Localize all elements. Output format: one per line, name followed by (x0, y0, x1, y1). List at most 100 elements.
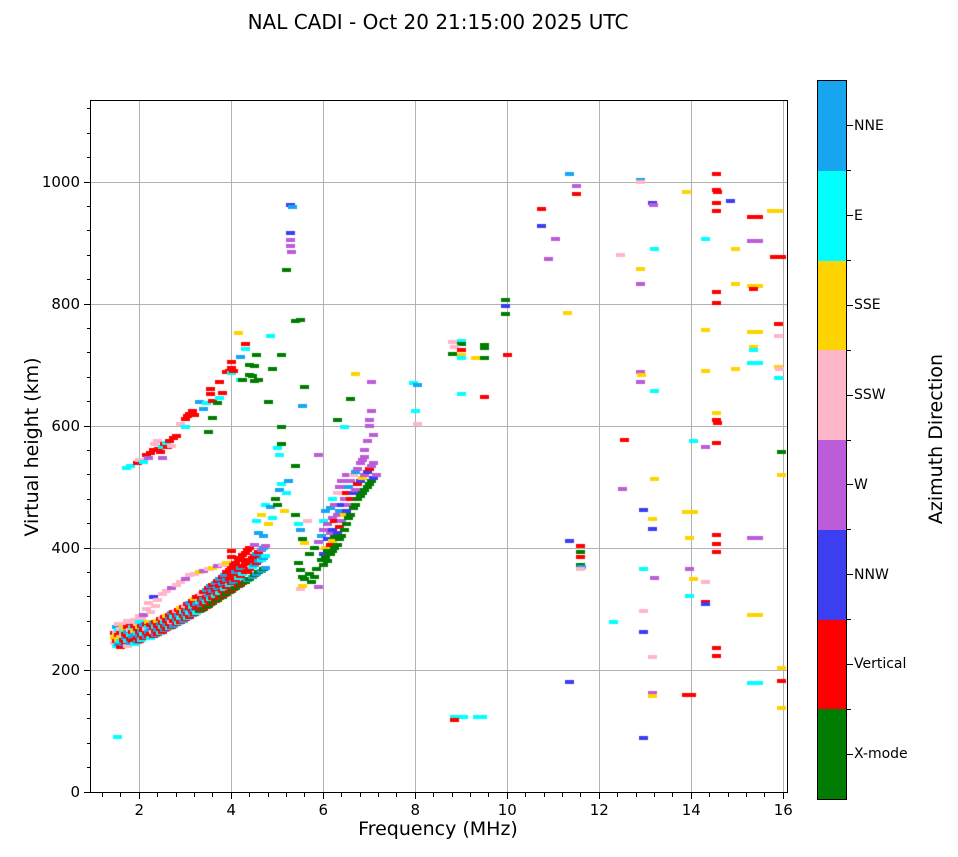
x-tick-label: 14 (681, 801, 701, 819)
colorbar-segment-sse (818, 260, 846, 351)
x-major-tick (782, 793, 784, 799)
x-minor-tick (525, 793, 527, 797)
x-minor-tick (635, 793, 637, 797)
colorbar-boundary-tick (847, 439, 851, 441)
x-major-tick (230, 793, 232, 799)
colorbar-boundary-tick (847, 349, 851, 351)
colorbar-segment-w (818, 440, 846, 530)
y-tick-label: 0 (70, 783, 80, 801)
colorbar-center-tick (847, 304, 853, 306)
y-minor-tick (86, 206, 90, 207)
x-minor-tick (488, 793, 490, 797)
x-minor-tick (304, 793, 306, 797)
x-minor-tick (378, 793, 379, 797)
x-minor-tick (562, 793, 563, 797)
x-minor-tick (451, 793, 453, 797)
y-minor-tick (86, 498, 90, 500)
colorbar-center-tick (847, 574, 853, 576)
y-major-tick (84, 303, 90, 305)
y-minor-tick (86, 449, 90, 451)
colorbar-boundary-tick (847, 260, 851, 261)
y-tick-label: 600 (51, 417, 80, 436)
y-minor-tick (86, 376, 90, 378)
colorbar-segment-nne (818, 81, 846, 171)
colorbar-boundary-tick (847, 529, 851, 531)
x-major-tick (414, 793, 416, 799)
x-minor-tick (654, 793, 656, 797)
y-minor-tick (86, 571, 90, 573)
x-tick-label: 2 (134, 801, 145, 819)
colorbar-segment-ssw (818, 350, 846, 440)
scatter-points-canvas (91, 101, 787, 792)
y-minor-tick (86, 279, 90, 281)
x-tick-label: 6 (318, 801, 329, 819)
y-minor-tick (86, 645, 90, 647)
y-tick-label: 800 (51, 295, 80, 314)
y-minor-tick (86, 157, 90, 159)
y-major-tick (84, 791, 90, 793)
x-minor-tick (286, 793, 287, 797)
colorbar-segment-nnw (818, 529, 846, 620)
x-tick-label: 12 (589, 801, 609, 819)
colorbar (817, 80, 847, 800)
y-minor-tick (86, 718, 90, 720)
x-minor-tick (102, 793, 103, 797)
x-major-tick (598, 793, 600, 799)
colorbar-tick-label: SSW (854, 387, 886, 404)
y-major-tick (84, 425, 90, 427)
x-minor-tick (249, 793, 251, 797)
x-minor-tick (617, 793, 619, 797)
y-minor-tick (86, 474, 90, 476)
colorbar-tick-label: E (854, 207, 863, 224)
colorbar-tick-label: Vertical (854, 656, 907, 673)
y-minor-tick (86, 596, 90, 598)
colorbar-center-tick (847, 663, 853, 665)
y-minor-tick (86, 108, 90, 110)
colorbar-tick-label: X-mode (854, 746, 908, 763)
y-minor-tick (86, 742, 90, 744)
x-minor-tick (359, 793, 361, 797)
chart-title: NAL CADI - Oct 20 21:15:00 2025 UTC (247, 10, 629, 34)
x-minor-tick (175, 793, 177, 797)
x-major-tick (138, 793, 140, 799)
colorbar-tick-label: NNW (854, 566, 889, 583)
y-major-tick (84, 669, 90, 671)
y-minor-tick (86, 327, 90, 329)
x-tick-label: 16 (773, 801, 793, 819)
colorbar-boundary-tick (847, 170, 851, 172)
x-minor-tick (194, 793, 195, 797)
x-major-tick (322, 793, 324, 799)
colorbar-center-tick (847, 484, 853, 486)
x-minor-tick (267, 793, 269, 797)
x-tick-label: 10 (497, 801, 517, 819)
y-minor-tick (86, 693, 90, 695)
x-minor-tick (746, 793, 748, 797)
y-major-tick (84, 547, 90, 549)
colorbar-segment-e (818, 170, 846, 261)
colorbar-tick-label: NNE (854, 117, 884, 134)
colorbar-tick-label: SSE (854, 297, 881, 314)
y-minor-tick (86, 401, 90, 403)
x-minor-tick (433, 793, 435, 797)
colorbar-center-tick (847, 753, 853, 755)
y-minor-tick (86, 352, 90, 354)
y-tick-label: 400 (51, 539, 80, 558)
x-minor-tick (470, 793, 471, 797)
x-minor-tick (157, 793, 159, 797)
x-minor-tick (580, 793, 582, 797)
y-tick-label: 1000 (41, 173, 80, 192)
x-minor-tick (543, 793, 545, 797)
x-major-tick (506, 793, 508, 799)
y-minor-tick (86, 254, 90, 256)
y-minor-tick (86, 523, 90, 525)
colorbar-center-tick (847, 215, 853, 217)
x-minor-tick (709, 793, 711, 797)
colorbar-segment-vertical (818, 619, 846, 710)
colorbar-center-tick (847, 125, 853, 127)
colorbar-center-tick (847, 394, 853, 396)
y-minor-tick (86, 620, 90, 622)
plot-area (90, 100, 788, 793)
colorbar-segment-x-mode (818, 709, 846, 799)
y-axis-label: Virtual height (km) (21, 357, 43, 537)
